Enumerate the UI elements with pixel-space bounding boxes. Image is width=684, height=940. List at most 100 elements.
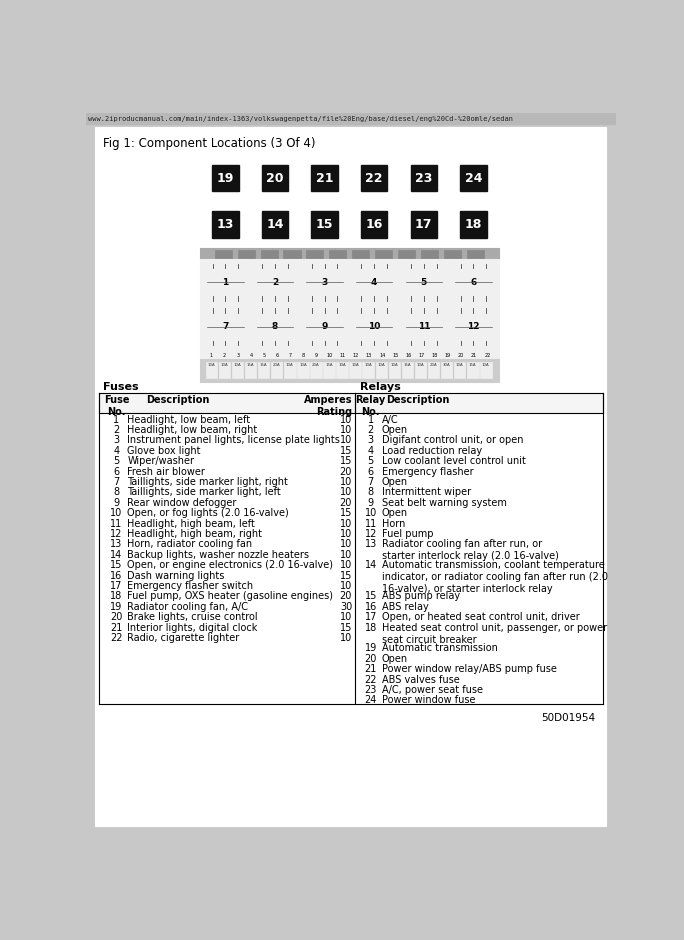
Bar <box>311 212 338 238</box>
Text: Horn: Horn <box>382 519 405 528</box>
Bar <box>353 264 395 301</box>
Text: Backup lights, washer nozzle heaters: Backup lights, washer nozzle heaters <box>127 550 309 560</box>
Bar <box>460 165 486 192</box>
Bar <box>284 362 295 379</box>
Text: 15: 15 <box>340 509 352 518</box>
Text: 21: 21 <box>365 665 377 674</box>
Bar <box>444 250 461 258</box>
Text: Dash warning lights: Dash warning lights <box>127 571 225 581</box>
Bar <box>353 158 395 199</box>
Bar <box>261 250 278 258</box>
Text: 14: 14 <box>110 550 122 560</box>
Text: 10: 10 <box>340 633 352 643</box>
Bar <box>480 362 492 379</box>
Text: 4: 4 <box>371 277 378 287</box>
Text: 21: 21 <box>110 622 122 633</box>
Text: 7: 7 <box>222 322 228 332</box>
Text: 15: 15 <box>340 622 352 633</box>
Text: 5: 5 <box>263 352 265 357</box>
Text: 8: 8 <box>114 488 120 497</box>
Text: 15: 15 <box>340 446 352 456</box>
Text: 6: 6 <box>114 466 120 477</box>
Bar <box>363 362 374 379</box>
Text: 8: 8 <box>272 322 278 332</box>
Text: 15: 15 <box>340 456 352 466</box>
Bar <box>389 362 400 379</box>
Text: Fresh air blower: Fresh air blower <box>127 466 205 477</box>
Text: 22: 22 <box>365 675 377 684</box>
Bar <box>361 212 387 238</box>
Text: 15A: 15A <box>404 364 411 368</box>
Text: 14: 14 <box>365 560 377 571</box>
Text: 16: 16 <box>365 602 377 612</box>
Text: 10: 10 <box>340 519 352 528</box>
Bar <box>337 362 348 379</box>
Text: 10: 10 <box>340 435 352 446</box>
Bar <box>361 165 387 192</box>
Text: Wiper/washer: Wiper/washer <box>127 456 194 466</box>
Text: 20: 20 <box>110 612 122 622</box>
Text: Radiator cooling fan, A/C: Radiator cooling fan, A/C <box>127 602 248 612</box>
Text: 10: 10 <box>340 415 352 425</box>
Text: Taillights, side marker light, right: Taillights, side marker light, right <box>127 477 288 487</box>
Text: 10: 10 <box>340 477 352 487</box>
Text: 7: 7 <box>114 477 120 487</box>
Text: 10A: 10A <box>482 364 490 368</box>
Text: 10: 10 <box>340 540 352 549</box>
Text: 22: 22 <box>365 172 383 185</box>
Bar <box>212 212 239 238</box>
Text: 11: 11 <box>110 519 122 528</box>
Bar <box>200 259 499 359</box>
Text: 10: 10 <box>326 352 333 357</box>
Text: 20: 20 <box>340 591 352 602</box>
Text: Glove box light: Glove box light <box>127 446 201 456</box>
Bar <box>206 362 217 379</box>
Bar <box>402 362 413 379</box>
Text: 12: 12 <box>365 529 377 539</box>
Text: 17: 17 <box>415 218 432 231</box>
Text: 10A: 10A <box>286 364 293 368</box>
Text: 1: 1 <box>114 415 120 425</box>
Text: 18: 18 <box>365 622 377 633</box>
Text: 8: 8 <box>367 488 373 497</box>
Text: 17: 17 <box>419 352 425 357</box>
Bar <box>258 362 269 379</box>
Text: 15A: 15A <box>469 364 477 368</box>
Text: 4: 4 <box>367 446 373 456</box>
Text: 10A: 10A <box>417 364 424 368</box>
Text: 15: 15 <box>316 218 333 231</box>
Text: A/C: A/C <box>382 415 398 425</box>
Text: 30: 30 <box>340 602 352 612</box>
Text: 10: 10 <box>365 509 377 518</box>
Bar <box>398 250 415 258</box>
Text: 10A: 10A <box>378 364 385 368</box>
Text: Open: Open <box>382 477 408 487</box>
Text: 10: 10 <box>340 425 352 435</box>
Text: 10A: 10A <box>299 364 306 368</box>
Text: 20: 20 <box>266 172 284 185</box>
Bar <box>297 362 308 379</box>
Text: 10: 10 <box>340 560 352 571</box>
Text: 13: 13 <box>366 352 372 357</box>
Bar <box>452 264 495 301</box>
Text: 24: 24 <box>464 172 482 185</box>
Text: 15: 15 <box>110 560 122 571</box>
Text: 10A: 10A <box>234 364 241 368</box>
Text: 10: 10 <box>340 550 352 560</box>
Text: Brake lights, cruise control: Brake lights, cruise control <box>127 612 258 622</box>
Text: 10A: 10A <box>456 364 464 368</box>
Bar <box>245 362 256 379</box>
Text: 15: 15 <box>365 591 377 602</box>
Text: 19: 19 <box>217 172 234 185</box>
Text: 18: 18 <box>432 352 438 357</box>
Text: 5: 5 <box>367 456 374 466</box>
Text: 13: 13 <box>217 218 234 231</box>
Text: 20: 20 <box>458 352 464 357</box>
Bar <box>376 250 393 258</box>
Text: 12: 12 <box>467 322 479 332</box>
Text: 13: 13 <box>365 540 377 549</box>
Text: Amperes
Rating: Amperes Rating <box>304 396 352 416</box>
Bar <box>352 250 369 258</box>
Text: 18: 18 <box>110 591 122 602</box>
Text: 20A: 20A <box>273 364 280 368</box>
